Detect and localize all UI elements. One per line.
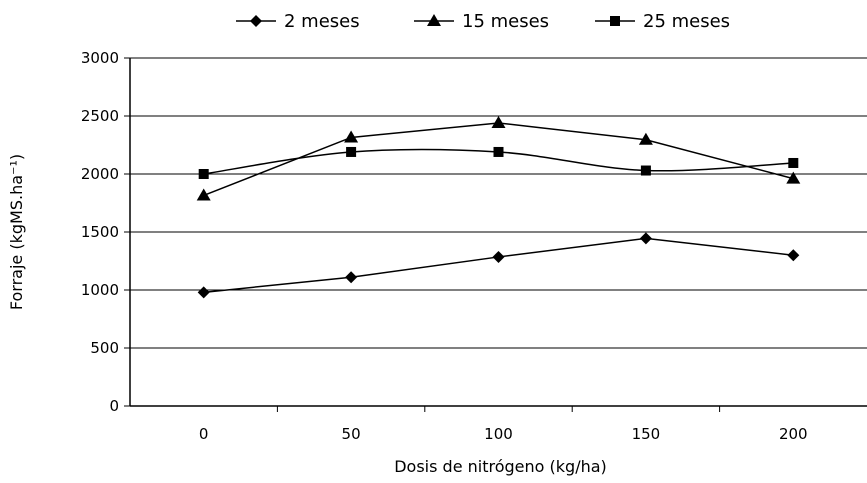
x-tick-label: 200 (779, 425, 808, 443)
series-line (203, 237, 794, 294)
y-axis-label: Forraje (kgMS.ha⁻¹) (7, 154, 26, 310)
y-tick-label: 1000 (81, 281, 119, 299)
y-tick-label: 2500 (81, 107, 119, 125)
x-tick-labels: 0 50 100 150 200 (199, 425, 808, 443)
triangle-marker (427, 14, 441, 26)
diamond-marker (787, 249, 800, 262)
legend-item-0: 2 meses (236, 11, 360, 32)
triangle-marker (786, 171, 801, 184)
diamond-marker (492, 250, 505, 263)
legend-label: 15 meses (462, 11, 549, 32)
legend-label: 25 meses (643, 11, 730, 32)
y-tick-label: 1500 (81, 223, 119, 241)
triangle-marker (196, 188, 211, 201)
legend-item-2: 25 meses (595, 11, 730, 32)
square-marker (346, 146, 357, 157)
series-2 (198, 146, 799, 179)
x-tick-label: 0 (199, 425, 209, 443)
x-axis-label: Dosis de nitrógeno (kg/ha) (394, 457, 607, 476)
series-group (196, 115, 801, 299)
square-marker (198, 169, 209, 179)
legend-label: 2 meses (284, 11, 360, 32)
diamond-marker (197, 286, 210, 299)
diamond-marker (345, 271, 358, 284)
square-marker (788, 157, 799, 168)
axes (124, 57, 867, 412)
gridlines (130, 57, 867, 349)
x-tick-label: 150 (632, 425, 661, 443)
series-0 (197, 232, 800, 299)
series-1 (196, 115, 801, 201)
x-tick-label: 100 (484, 425, 513, 443)
y-tick-label: 500 (90, 339, 119, 357)
triangle-marker (491, 115, 506, 128)
x-tick-label: 50 (342, 425, 361, 443)
y-tick-label: 3000 (81, 49, 119, 67)
y-tick-label: 2000 (81, 165, 119, 183)
y-tick-labels: 0 500 1000 1500 2000 2500 3000 (81, 49, 119, 415)
legend: 2 meses 15 meses 25 meses (236, 11, 730, 32)
square-marker (640, 165, 651, 176)
diamond-marker (250, 15, 262, 27)
diamond-marker (639, 232, 652, 245)
triangle-marker (344, 130, 359, 143)
square-marker (493, 146, 504, 157)
triangle-marker (638, 132, 653, 145)
y-tick-label: 0 (109, 397, 119, 415)
square-marker (610, 16, 620, 26)
legend-item-1: 15 meses (414, 11, 549, 32)
